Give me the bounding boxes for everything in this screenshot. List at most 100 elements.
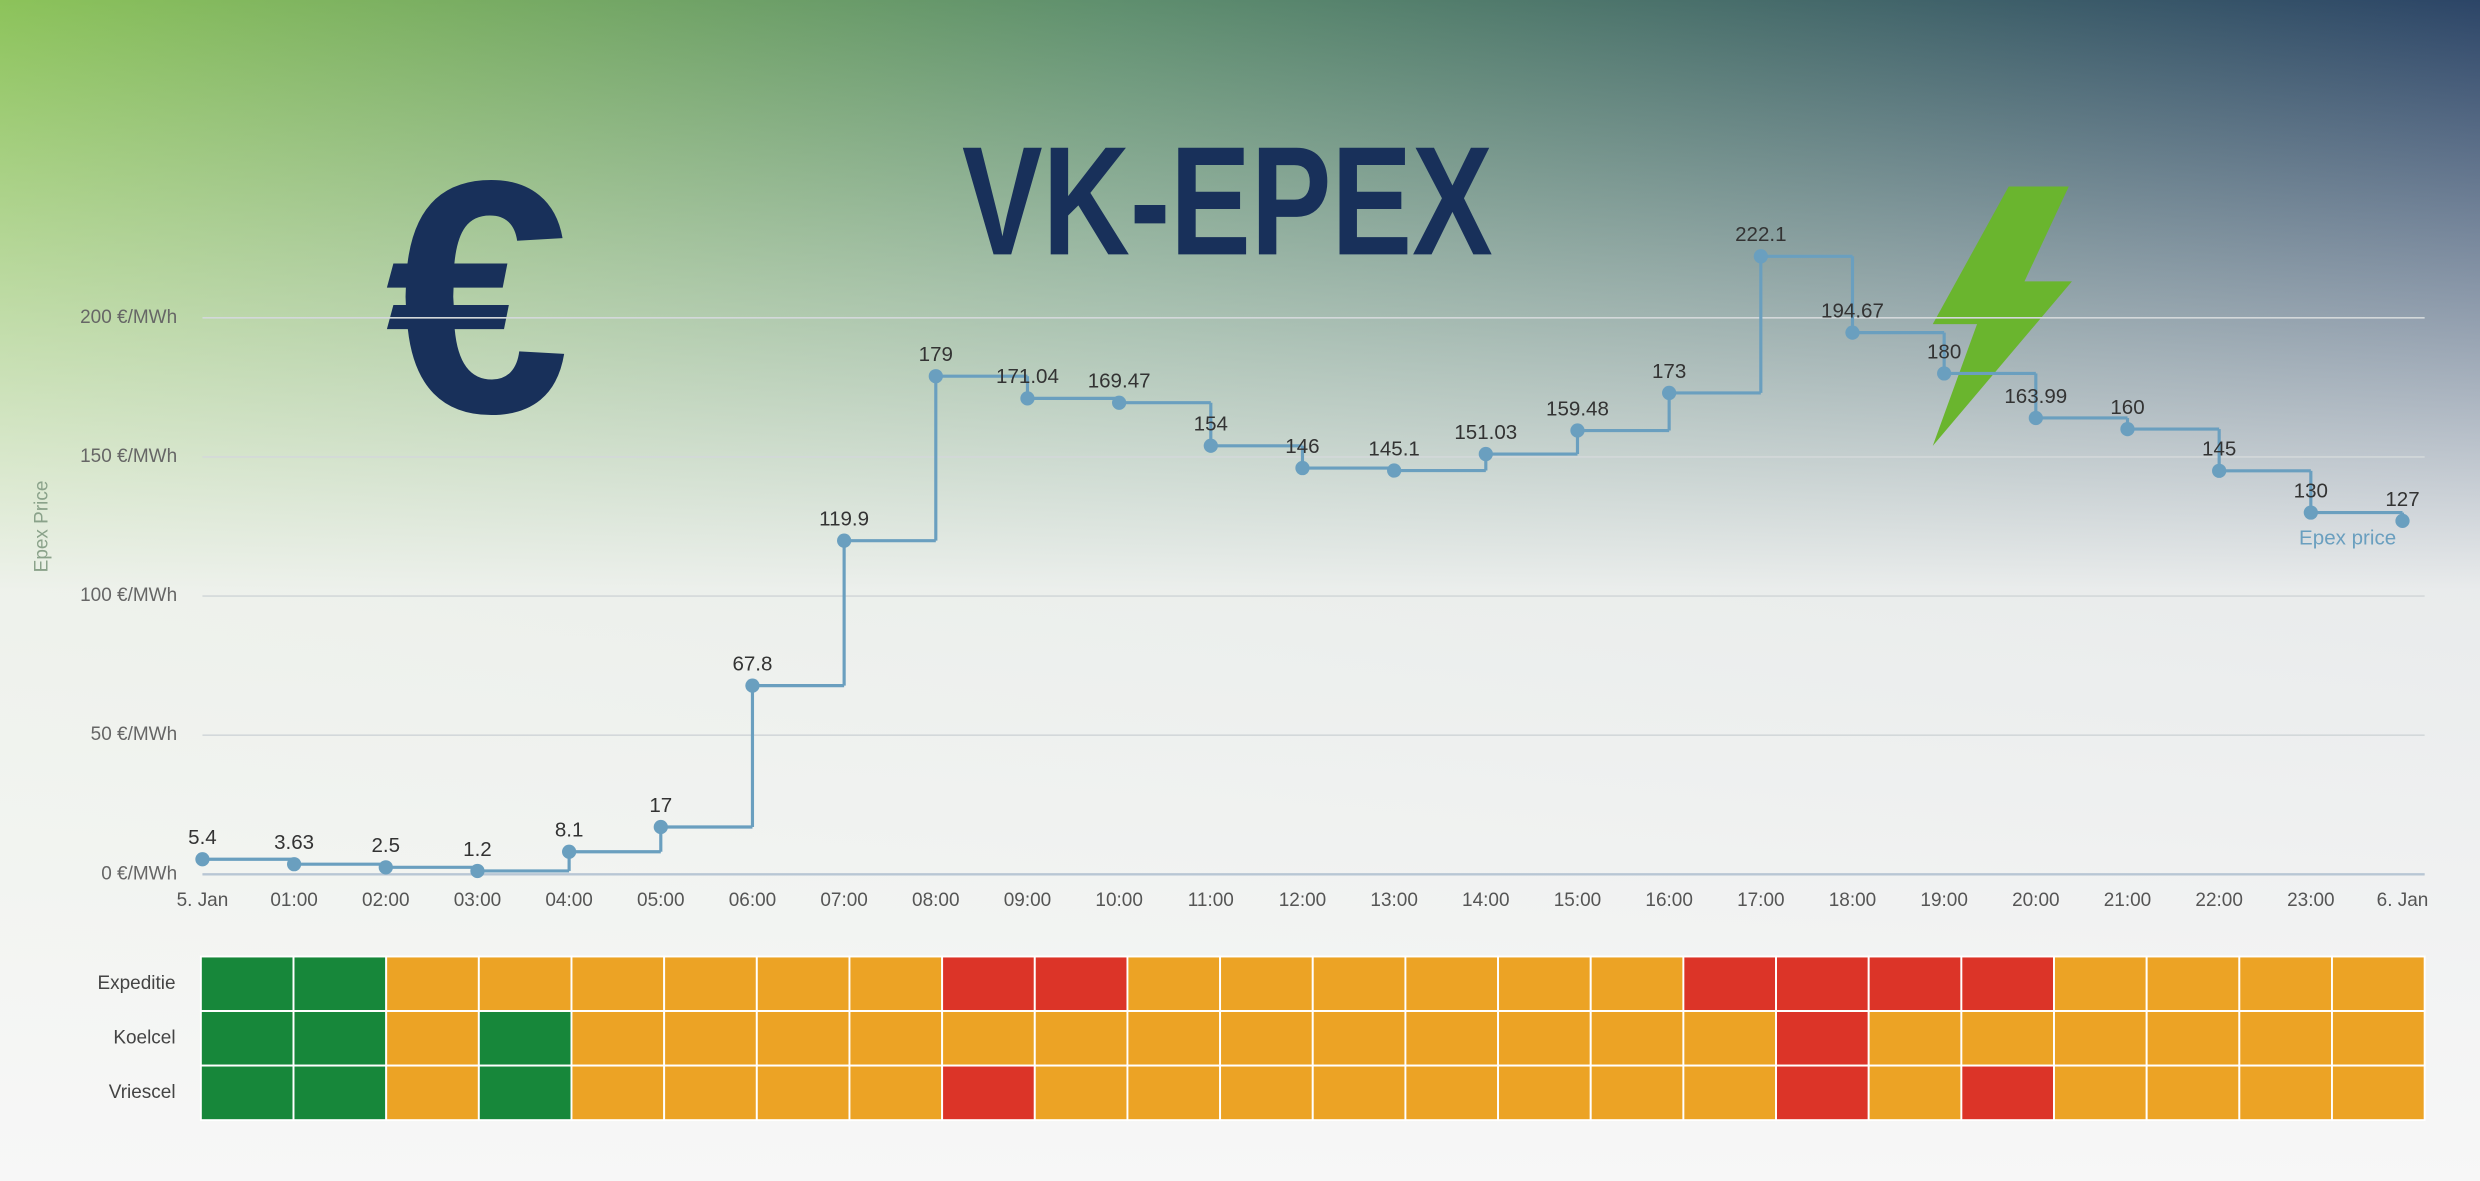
- data-point: [1845, 325, 1860, 340]
- heat-cell: [1404, 955, 1500, 1012]
- legend-entry: Epex price: [2299, 527, 2396, 550]
- heat-cell: [477, 1010, 573, 1067]
- heat-cell: [2145, 955, 2241, 1012]
- heat-cell: [1589, 1064, 1685, 1122]
- data-label: 160: [2110, 396, 2144, 419]
- heat-cell: [1960, 1064, 2055, 1122]
- heat-cell: [2053, 1064, 2148, 1122]
- heat-cell: [570, 1010, 666, 1067]
- data-point: [378, 860, 393, 875]
- x-tick-label: 10:00: [1095, 890, 1142, 911]
- x-tick-label: 05:00: [637, 890, 684, 911]
- heat-cell: [1126, 1010, 1222, 1067]
- heat-cell: [1033, 955, 1129, 1012]
- data-label: 159.48: [1546, 397, 1609, 420]
- heat-cell: [385, 955, 480, 1012]
- data-point: [470, 863, 485, 879]
- x-tick-label: 07:00: [820, 890, 867, 911]
- heat-cell: [477, 1064, 573, 1122]
- data-label: 173: [1652, 360, 1686, 383]
- heat-cell: [2053, 1010, 2148, 1067]
- heat-cell: [1682, 1010, 1777, 1067]
- data-label: 67.8: [732, 653, 772, 676]
- heat-cell: [199, 955, 295, 1012]
- x-tick-label: 6. Jan: [2377, 890, 2429, 911]
- heat-cell: [1219, 1064, 1314, 1122]
- heat-cell: [941, 1010, 1036, 1067]
- heat-cell: [755, 1064, 851, 1122]
- data-point: [287, 857, 302, 872]
- heat-cell: [1497, 955, 1592, 1012]
- y-tick-label: 150 €/MWh: [80, 446, 177, 467]
- heat-cell: [1311, 1064, 1407, 1122]
- heat-cell: [1126, 1064, 1222, 1122]
- x-tick-label: 20:00: [2012, 890, 2059, 911]
- heat-cell: [570, 955, 666, 1012]
- heat-cell: [385, 1064, 480, 1122]
- data-label: 1.2: [463, 838, 492, 861]
- x-tick-label: 13:00: [1370, 890, 1417, 911]
- data-label: 179: [919, 343, 953, 366]
- data-point: [1387, 463, 1402, 478]
- heat-cell: [1867, 1010, 1963, 1067]
- heat-cell: [1589, 1010, 1685, 1067]
- data-label: 154: [1194, 413, 1228, 436]
- heat-cell: [2238, 955, 2333, 1012]
- data-label: 3.63: [274, 831, 314, 854]
- heat-cell: [1219, 955, 1314, 1012]
- heat-cell: [663, 1064, 758, 1122]
- heat-cell: [1682, 955, 1777, 1012]
- data-point: [653, 819, 668, 835]
- title: VK-EPEX: [962, 115, 1493, 288]
- heat-cell: [1867, 955, 1963, 1012]
- data-label: 2.5: [371, 834, 400, 857]
- row-label: Koelcel: [113, 1027, 175, 1048]
- heat-cell: [2331, 955, 2426, 1012]
- heat-cell: [2238, 1010, 2333, 1067]
- heat-cell: [663, 1010, 758, 1067]
- heatmap: Expeditie Koelcel Vriescel: [97, 955, 2426, 1122]
- heat-cell: [570, 1064, 666, 1122]
- data-point: [195, 852, 210, 867]
- data-label: 5.4: [188, 826, 217, 849]
- heat-cell: [199, 1064, 295, 1122]
- heat-cell: [1775, 1064, 1870, 1122]
- heat-cell: [1775, 1010, 1870, 1067]
- heat-cell: [848, 955, 944, 1012]
- y-tick-label: 100 €/MWh: [80, 585, 177, 606]
- data-label: 146: [1285, 435, 1319, 458]
- x-tick-label: 09:00: [1004, 890, 1051, 911]
- heat-cell: [1404, 1010, 1500, 1067]
- x-tick-label: 16:00: [1645, 890, 1692, 911]
- data-label: 119.9: [819, 508, 869, 531]
- x-tick-label: 04:00: [545, 890, 592, 911]
- heat-cell: [755, 955, 851, 1012]
- x-tick-label: 06:00: [729, 890, 776, 911]
- heat-cell: [755, 1010, 851, 1067]
- heat-cell: [1033, 1064, 1129, 1122]
- y-tick-label: 200 €/MWh: [80, 307, 177, 328]
- heat-cell: [848, 1010, 944, 1067]
- x-tick-label: 17:00: [1737, 890, 1784, 911]
- data-point: [2395, 513, 2410, 529]
- data-label: 145.1: [1368, 437, 1419, 460]
- heat-cell: [1219, 1010, 1314, 1067]
- heat-cell: [941, 1064, 1036, 1122]
- heat-cell: [848, 1064, 944, 1122]
- data-label: 17: [649, 794, 672, 817]
- data-label: 171.04: [996, 365, 1059, 388]
- lightning-icon: [1932, 186, 2072, 446]
- heat-cell: [1033, 1010, 1129, 1067]
- data-label: 222.1: [1735, 223, 1786, 246]
- data-point: [562, 844, 577, 859]
- data-label: 180: [1927, 340, 1961, 363]
- data-label: 169.47: [1088, 370, 1151, 393]
- data-point: [2028, 410, 2043, 426]
- price-chart: 0 €/MWh 50 €/MWh 100 €/MWh 150 €/MWh 200 €/M…: [32, 223, 2429, 911]
- x-tick-label: 22:00: [2195, 890, 2242, 911]
- row-label: Vriescel: [109, 1082, 176, 1103]
- heat-cell: [1867, 1064, 1963, 1122]
- data-point: [1112, 395, 1127, 410]
- y-axis-label: Epex Price: [32, 481, 53, 573]
